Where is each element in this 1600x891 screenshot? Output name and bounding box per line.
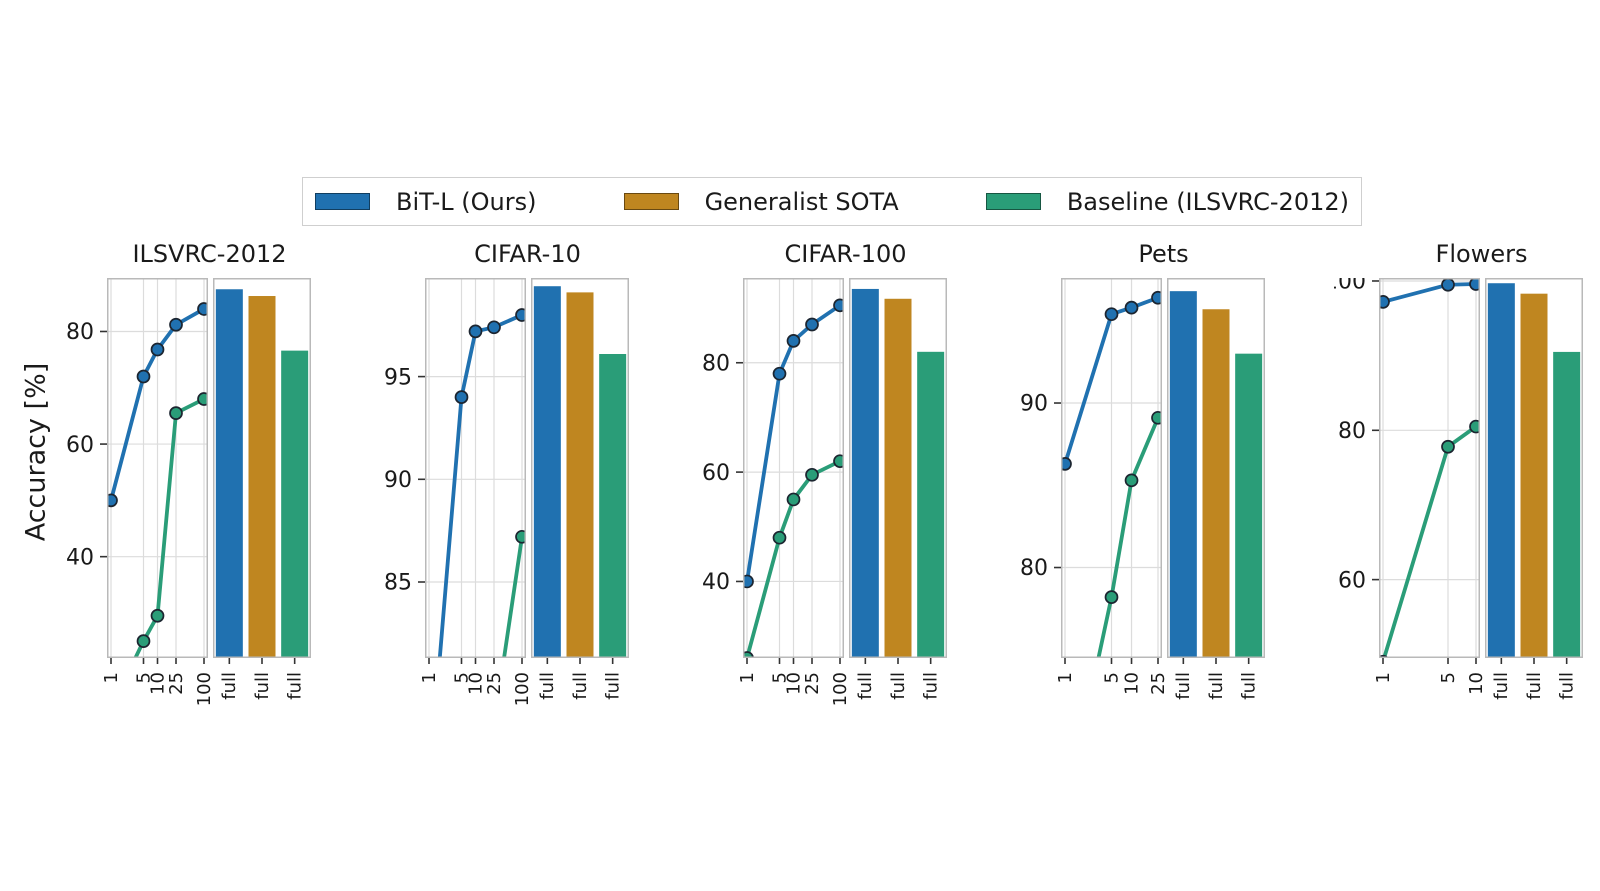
legend-swatch-bit-l (315, 193, 370, 210)
svg-text:full: full (570, 672, 591, 700)
svg-text:80: 80 (1338, 419, 1366, 444)
chart-title-cifar-10: CIFAR-10 (474, 240, 581, 268)
svg-text:40: 40 (66, 545, 94, 570)
svg-text:5: 5 (133, 672, 154, 683)
svg-text:10: 10 (465, 672, 486, 695)
svg-text:full: full (1173, 672, 1194, 700)
svg-text:95: 95 (384, 365, 412, 390)
svg-text:full: full (1556, 672, 1577, 700)
svg-text:full: full (1524, 672, 1545, 700)
svg-text:1: 1 (101, 672, 122, 683)
chart-group-flowers: Flowers 60801001510fullfullfull (1334, 234, 1584, 720)
y-axis-label: Accuracy [%] (20, 362, 52, 542)
legend-label-bit-l: BiT-L (Ours) (396, 187, 537, 216)
svg-text:90: 90 (384, 468, 412, 493)
svg-text:100: 100 (830, 672, 851, 706)
svg-text:5: 5 (451, 672, 472, 683)
svg-text:10: 10 (1466, 672, 1487, 695)
svg-text:100: 100 (1334, 278, 1366, 295)
legend-item-bit-l: BiT-L (Ours) (315, 190, 536, 214)
chart-title-flowers: Flowers (1435, 240, 1528, 268)
svg-text:60: 60 (702, 461, 730, 486)
chart-group-pets: Pets 80 90 1 5 10 25 full full full (1016, 234, 1266, 720)
svg-text:80: 80 (702, 351, 730, 376)
svg-text:25: 25 (484, 672, 505, 695)
svg-text:85: 85 (384, 571, 412, 596)
legend-item-baseline: Baseline (ILSVRC-2012) (985, 187, 1349, 216)
svg-text:1: 1 (1373, 672, 1394, 683)
svg-text:40: 40 (702, 570, 730, 595)
svg-text:1: 1 (419, 672, 440, 683)
svg-text:5: 5 (769, 672, 790, 683)
svg-text:full: full (602, 672, 623, 700)
svg-text:10: 10 (1121, 672, 1142, 695)
svg-text:10: 10 (783, 672, 804, 695)
svg-text:80: 80 (1020, 556, 1048, 581)
svg-text:100: 100 (194, 672, 215, 706)
svg-text:5: 5 (1438, 672, 1459, 683)
chart-title-cifar-100: CIFAR-100 (784, 240, 907, 268)
svg-text:full: full (1491, 672, 1512, 700)
legend-swatch-baseline (985, 193, 1041, 210)
svg-text:60: 60 (1338, 568, 1366, 593)
svg-text:25: 25 (1148, 672, 1169, 695)
svg-text:full: full (1238, 672, 1259, 700)
svg-text:25: 25 (166, 672, 187, 695)
svg-text:full: full (888, 672, 909, 700)
legend-label-baseline: Baseline (ILSVRC-2012) (1066, 187, 1349, 216)
line-bar-chart-flowers: 60801001510fullfullfull (1334, 278, 1583, 700)
svg-text:100: 100 (512, 672, 533, 706)
chart-group-cifar-10: CIFAR-10 85 90 95 1 5 10 25 100 full full full (380, 234, 630, 720)
svg-text:full: full (537, 672, 558, 700)
chart-group-ilsvrc-2012: ILSVRC-2012 40 60 80 1 5 10 25 100 full full full (62, 234, 312, 720)
chart-title-pets: Pets (1138, 240, 1189, 268)
svg-text:90: 90 (1020, 392, 1048, 417)
svg-text:full: full (1206, 672, 1227, 700)
svg-text:1: 1 (737, 672, 758, 683)
svg-text:5: 5 (1101, 672, 1122, 683)
legend-box: BiT-L (Ours) Generalist SOTA Baseline (I… (302, 177, 1362, 226)
svg-text:10: 10 (147, 672, 168, 695)
chart-group-cifar-100: CIFAR-100 40 60 80 1 5 10 25 100 full full full (698, 234, 948, 720)
svg-text:full: full (252, 672, 273, 700)
legend-swatch-generalist-sota (623, 193, 679, 210)
svg-text:80: 80 (66, 320, 94, 345)
svg-text:full: full (920, 672, 941, 700)
chart-title-ilsvrc-2012: ILSVRC-2012 (132, 240, 287, 268)
svg-text:full: full (219, 672, 240, 700)
legend-label-generalist-sota: Generalist SOTA (704, 187, 899, 216)
svg-text:full: full (855, 672, 876, 700)
svg-text:25: 25 (802, 672, 823, 695)
svg-text:60: 60 (66, 433, 94, 458)
svg-text:1: 1 (1055, 672, 1076, 683)
legend-item-generalist-sota: Generalist SOTA (623, 187, 899, 216)
svg-text:full: full (284, 672, 305, 700)
